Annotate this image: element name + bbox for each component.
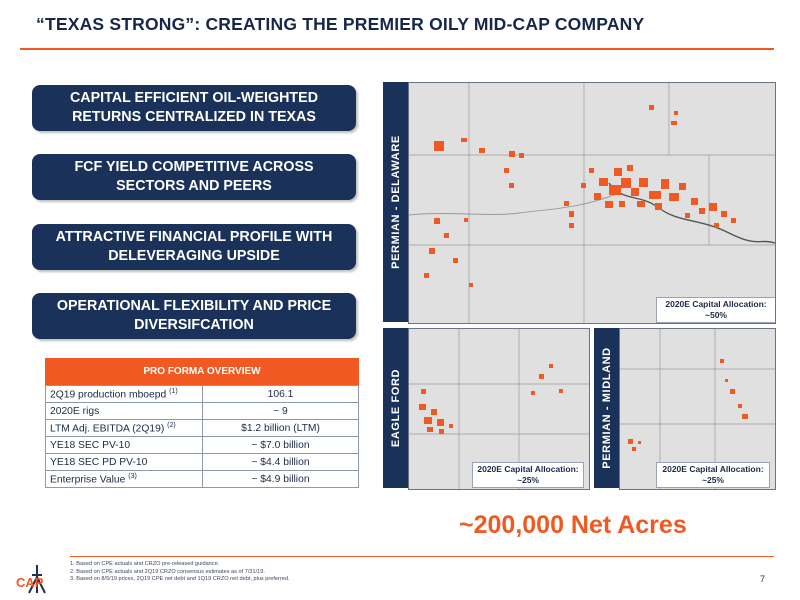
pillar-line: RETURNS CENTRALIZED IN TEXAS [72, 109, 316, 125]
pillar-line: SECTORS AND PEERS [116, 178, 272, 194]
pillar-line: DELEVERAGING UPSIDE [108, 248, 280, 264]
pillar-line: DIVERSIFCATION [134, 317, 254, 333]
pillar-line: OPERATIONAL FLEXIBILITY AND PRICE [56, 298, 332, 314]
alloc-title: 2020E Capital Allocation: [477, 464, 579, 474]
row-label: Enterprise Value (3) [45, 470, 203, 488]
pillar-line: FCF YIELD COMPETITIVE ACROSS [74, 159, 314, 175]
table-row: 2Q19 production mboepd (1) 106.1 [45, 385, 359, 403]
midland-map-label: PERMIAN - MIDLAND [594, 328, 619, 488]
alloc-title: 2020E Capital Allocation: [665, 299, 767, 309]
row-value: ~ $4.4 billion [202, 453, 359, 471]
table-row: LTM Adj. EBITDA (2Q19) (2) $1.2 billion … [45, 419, 359, 437]
pillar-financial-profile: ATTRACTIVE FINANCIAL PROFILE WITH DELEVE… [32, 224, 356, 270]
footnote-ref: (1) [169, 387, 178, 395]
company-logo: CAP [14, 563, 60, 595]
page-title: “TEXAS STRONG”: CREATING THE PREMIER OIL… [36, 14, 645, 34]
row-label: YE18 SEC PV-10 [45, 436, 203, 454]
footnote: 3. Based on 8/5/19 prices, 2Q19 CPE net … [70, 576, 290, 583]
pillar-operational-flexibility: OPERATIONAL FLEXIBILITY AND PRICE DIVERS… [32, 293, 356, 339]
midland-capital-allocation: 2020E Capital Allocation: ~25% [656, 462, 770, 488]
row-label: LTM Adj. EBITDA (2Q19) (2) [45, 419, 203, 437]
footnote: 1. Based on CPE actuals and CRZO pre-rel… [70, 561, 220, 567]
title-divider [20, 48, 774, 50]
pillar-capital-efficient: CAPITAL EFFICIENT OIL-WEIGHTED RETURNS C… [32, 85, 356, 131]
pro-forma-table: PRO FORMA OVERVIEW 2Q19 production mboep… [45, 358, 359, 488]
midland-acreage-map: 2020E Capital Allocation: ~25% [619, 328, 776, 490]
alloc-title: 2020E Capital Allocation: [662, 464, 764, 474]
footnote-ref: (3) [128, 472, 137, 480]
acres-value: 200,000 Net Acres [473, 511, 687, 539]
table-row: Enterprise Value (3) ~ $4.9 billion [45, 470, 359, 488]
pillar-line: CAPITAL EFFICIENT OIL-WEIGHTED [69, 90, 319, 106]
row-value: 106.1 [202, 385, 359, 403]
row-label: 2020E rigs [45, 402, 203, 420]
footnote: 2. Based on CPE actuals and 2Q19 CRZO co… [70, 568, 265, 575]
table-row: YE18 SEC PV-10 ~ $7.0 billion [45, 436, 359, 454]
row-value: ~ $7.0 billion [202, 436, 359, 454]
eagle-ford-map-label: EAGLE FORD [383, 328, 408, 488]
eagle-ford-map-graphic [409, 329, 589, 489]
eagle-ford-acreage-map: 2020E Capital Allocation: ~25% [408, 328, 590, 490]
pillar-line: ATTRACTIVE FINANCIAL PROFILE WITH [55, 229, 333, 245]
alloc-value: ~25% [702, 475, 724, 485]
acres-tilde: ~ [459, 511, 474, 539]
alloc-value: ~50% [705, 310, 727, 320]
delaware-map-graphic [409, 83, 775, 323]
pillar-fcf-yield: FCF YIELD COMPETITIVE ACROSS SECTORS AND… [32, 154, 356, 200]
row-value: $1.2 billion (LTM) [202, 419, 359, 437]
footnote-ref: (2) [167, 421, 176, 429]
row-value: ~ 9 [202, 402, 359, 420]
delaware-map-label: PERMIAN - DELAWARE [383, 82, 408, 322]
table-row: YE18 SEC PD PV-10 ~ $4.4 billion [45, 453, 359, 471]
net-acres-callout: ~200,000 Net Acres [459, 511, 687, 540]
pro-forma-header: PRO FORMA OVERVIEW [45, 358, 359, 385]
eagle-ford-capital-allocation: 2020E Capital Allocation: ~25% [472, 462, 584, 488]
delaware-capital-allocation: 2020E Capital Allocation: ~50% [656, 297, 775, 323]
svg-text:CAP: CAP [16, 575, 44, 590]
table-row: 2020E rigs ~ 9 [45, 402, 359, 420]
footnotes: 1. Based on CPE actuals and CRZO pre-rel… [70, 561, 290, 584]
midland-map-graphic [620, 329, 775, 489]
row-label: 2Q19 production mboepd (1) [45, 385, 203, 403]
row-label: YE18 SEC PD PV-10 [45, 453, 203, 471]
footer-divider [70, 556, 774, 557]
page-number: 7 [760, 574, 766, 584]
row-value: ~ $4.9 billion [202, 470, 359, 488]
alloc-value: ~25% [517, 475, 539, 485]
delaware-acreage-map: 2020E Capital Allocation: ~50% [408, 82, 776, 324]
